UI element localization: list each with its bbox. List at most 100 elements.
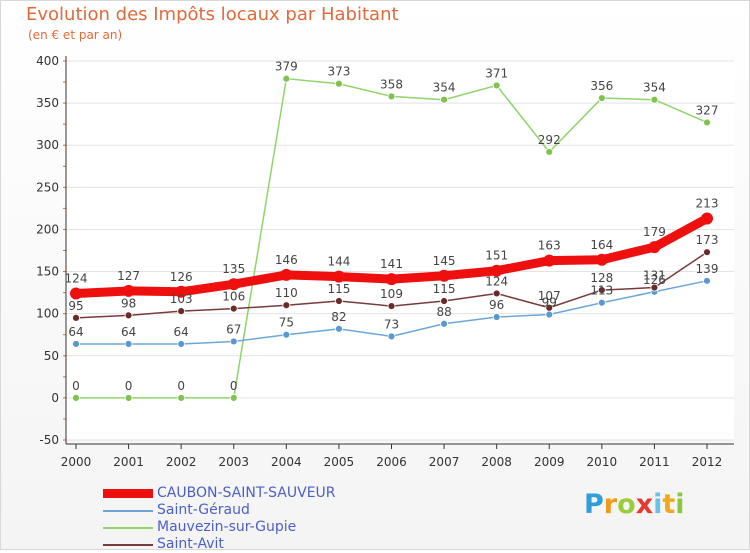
data-point-caubon-saint-sauveur (122, 284, 135, 297)
x-tick-label: 2008 (481, 455, 512, 469)
chart-subtitle: (en € et par an) (28, 28, 123, 42)
data-label-saint-avit: 110 (275, 286, 298, 300)
x-tick-label: 2009 (534, 455, 565, 469)
data-label-saint-avit: 98 (121, 296, 136, 310)
data-point-mauvezin-sur-gupie (177, 393, 186, 402)
data-point-saint-avit (387, 302, 396, 310)
data-point-saint-avit (440, 297, 448, 305)
data-label-caubon-saint-sauveur: 213 (696, 196, 719, 210)
data-label-saint-geraud: 96 (489, 298, 504, 312)
y-tick-label: 50 (44, 349, 59, 363)
data-point-mauvezin-sur-gupie (335, 79, 343, 88)
brand-letter: P (584, 489, 604, 520)
data-label-saint-avit: 106 (222, 290, 245, 304)
data-point-saint-geraud (387, 332, 396, 341)
data-label-saint-geraud: 82 (331, 310, 346, 324)
data-label-saint-avit: 131 (643, 269, 666, 283)
proxiti-logo: Proxiti (584, 489, 685, 520)
x-tick-label: 2011 (639, 455, 670, 469)
data-point-caubon-saint-sauveur (543, 254, 556, 267)
y-tick-label: 150 (36, 265, 59, 279)
data-label-saint-avit: 115 (327, 282, 350, 296)
data-label-mauvezin-sur-gupie: 358 (380, 77, 403, 91)
x-tick-label: 2005 (324, 455, 355, 469)
data-label-caubon-saint-sauveur: 127 (117, 269, 140, 283)
data-label-caubon-saint-sauveur: 179 (643, 225, 666, 239)
data-label-mauvezin-sur-gupie: 327 (696, 103, 719, 117)
data-label-saint-geraud: 99 (542, 296, 557, 310)
legend-swatch-saint-geraud (103, 510, 153, 512)
data-label-saint-geraud: 75 (279, 316, 294, 330)
x-tick-label: 2002 (166, 455, 197, 469)
x-tick-label: 2000 (61, 455, 92, 469)
data-point-saint-geraud (177, 340, 186, 348)
data-label-saint-avit: 124 (485, 274, 508, 288)
legend-label-saint-avit: Saint-Avit (157, 536, 224, 552)
data-label-saint-geraud: 64 (174, 325, 189, 339)
data-label-caubon-saint-sauveur: 151 (485, 249, 508, 263)
data-point-mauvezin-sur-gupie (597, 94, 606, 102)
data-label-saint-avit: 128 (590, 271, 613, 285)
data-point-caubon-saint-sauveur (227, 278, 240, 291)
data-point-saint-avit (650, 283, 659, 292)
data-label-caubon-saint-sauveur: 164 (590, 238, 613, 252)
data-label-caubon-saint-sauveur: 163 (538, 239, 561, 253)
data-point-saint-geraud (72, 340, 80, 348)
data-label-saint-geraud: 88 (436, 305, 451, 319)
data-point-saint-geraud (229, 337, 238, 346)
x-tick-label: 2007 (429, 455, 460, 469)
data-label-saint-geraud: 64 (68, 325, 83, 339)
data-label-caubon-saint-sauveur: 126 (170, 270, 193, 284)
data-label-mauvezin-sur-gupie: 371 (485, 66, 508, 80)
y-tick-label: 250 (36, 180, 59, 194)
brand-letter: x (635, 489, 654, 520)
data-point-saint-avit (335, 297, 343, 305)
legend-label-saint-geraud: Saint-Géraud (157, 502, 250, 518)
data-point-caubon-saint-sauveur (595, 253, 608, 266)
y-tick-label: 200 (36, 222, 59, 236)
data-label-caubon-saint-sauveur: 124 (65, 271, 88, 285)
data-point-mauvezin-sur-gupie (282, 74, 291, 83)
data-point-caubon-saint-sauveur (280, 268, 293, 281)
data-point-saint-geraud (597, 298, 606, 307)
data-point-mauvezin-sur-gupie (650, 95, 659, 104)
data-point-caubon-saint-sauveur (438, 269, 451, 282)
data-label-mauvezin-sur-gupie: 0 (72, 379, 80, 393)
x-tick-label: 2010 (587, 455, 618, 469)
x-tick-label: 2004 (271, 455, 302, 469)
data-point-mauvezin-sur-gupie (229, 393, 238, 402)
x-tick-label: 2001 (113, 455, 144, 469)
y-tick-label: 350 (36, 96, 59, 110)
data-label-saint-avit: 107 (538, 289, 561, 303)
data-label-mauvezin-sur-gupie: 354 (643, 81, 666, 95)
data-point-caubon-saint-sauveur (175, 285, 188, 298)
data-point-saint-avit (124, 311, 133, 320)
legend-swatch-caubon (103, 489, 153, 498)
data-label-mauvezin-sur-gupie: 0 (125, 379, 133, 393)
data-point-saint-geraud (545, 310, 554, 319)
data-label-saint-avit: 109 (380, 287, 403, 301)
y-tick-label: 0 (51, 391, 59, 405)
data-label-mauvezin-sur-gupie: 373 (327, 65, 350, 79)
x-tick-label: 2012 (692, 455, 723, 469)
brand-letter: i (675, 489, 685, 520)
data-point-saint-avit (703, 248, 711, 257)
data-point-saint-geraud (703, 276, 711, 285)
data-point-saint-geraud (492, 313, 501, 321)
data-label-mauvezin-sur-gupie: 292 (538, 133, 561, 147)
x-tick-label: 2003 (218, 455, 249, 469)
y-tick-label: 400 (36, 54, 59, 68)
data-point-mauvezin-sur-gupie (545, 148, 554, 156)
data-point-saint-geraud (124, 340, 133, 348)
data-label-saint-geraud: 126 (643, 273, 666, 287)
x-tick-label: 2006 (376, 455, 407, 469)
data-point-mauvezin-sur-gupie (440, 95, 448, 104)
data-point-mauvezin-sur-gupie (492, 81, 501, 90)
brand-letter: t (662, 489, 676, 520)
data-point-caubon-saint-sauveur (648, 241, 661, 254)
data-label-caubon-saint-sauveur: 144 (327, 255, 350, 269)
data-label-mauvezin-sur-gupie: 0 (177, 379, 185, 393)
data-label-saint-geraud: 73 (384, 317, 399, 331)
